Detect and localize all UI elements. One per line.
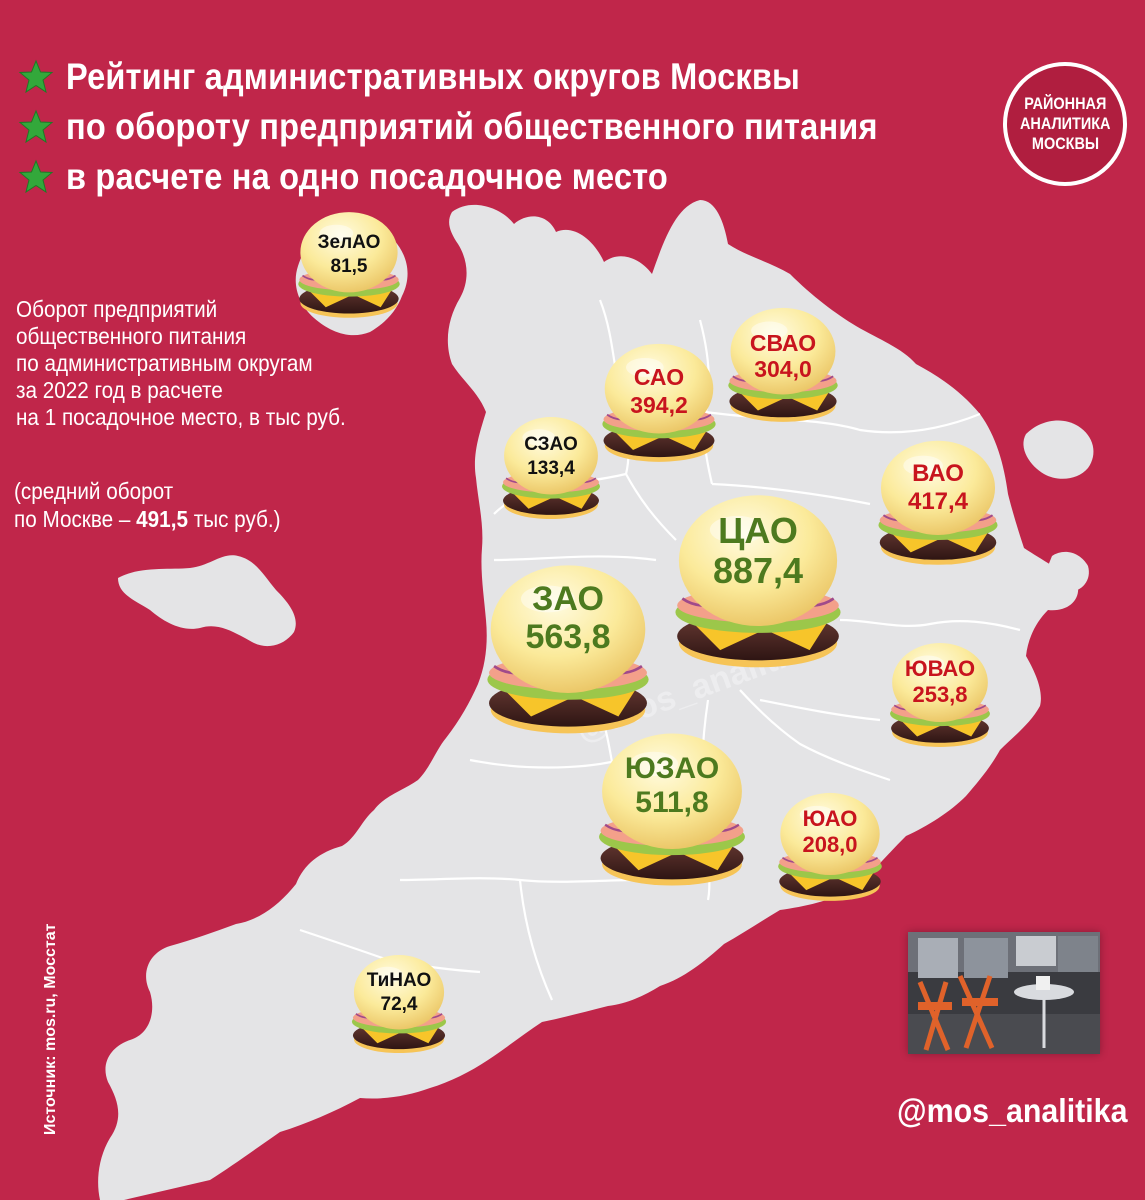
district-name: ЮЗАО [624,752,720,785]
title-line-2: по обороту предприятий общественного пит… [18,102,988,152]
burger-yuvao: ЮВАО 253,8 [888,640,992,752]
district-name: СВАО [749,330,817,356]
district-value: 563,8 [525,618,611,656]
district-value: 253,8 [912,682,968,707]
district-value: 208,0 [802,832,858,857]
district-name: ЮАО [802,806,858,831]
title-line-3: в расчете на одно посадочное место [18,152,988,202]
burger-zelao: ЗелАО 81,5 [296,210,402,322]
district-name: ЗАО [532,580,604,618]
burger-szao: СЗАО 133,4 [500,414,602,524]
district-name: ЮВАО [904,656,976,681]
burger-vao: ВАО 417,4 [876,434,1000,574]
district-value: 887,4 [712,550,804,591]
district-value: 133,4 [527,458,575,479]
average-line-2: по Москве – 491,5 тыс руб.) [14,505,281,533]
green-star-icon [18,159,54,194]
east-enclave-area [1023,420,1094,479]
district-value: 81,5 [330,256,368,277]
district-value: 511,8 [635,786,709,819]
burger-zao: ЗАО 563,8 [484,556,652,746]
average-prefix: по Москве – [14,506,137,532]
description-line: за 2022 год в расчете [16,377,223,403]
description-line: на 1 посадочное место, в тыс руб. [16,404,346,430]
badge-line-1: РАЙОННАЯ [1023,94,1107,113]
average-value: 491,5 [136,506,188,532]
description-line: общественного питания [16,323,247,349]
district-name: ТиНАО [366,970,432,991]
title-text-3: в расчете на одно посадочное место [66,156,668,197]
north-east-blob [1047,551,1089,592]
burger-sao: САО 394,2 [600,340,718,468]
burger-tsao: ЦАО 887,4 [672,490,844,676]
average-line-1: (средний оборот [14,478,174,504]
badge-line-3: МОСКВЫ [1031,134,1099,153]
district-value: 304,0 [754,356,812,382]
west-enclave-area [118,555,296,647]
burger-yuzao: ЮЗАО 511,8 [596,730,748,892]
title-line-1: Рейтинг административных округов Москвы [18,52,988,102]
green-star-icon [18,109,54,144]
district-name: ЦАО [718,510,798,551]
badge-line-2: АНАЛИТИКА [1019,114,1111,133]
title-text-1: Рейтинг административных округов Москвы [66,56,801,97]
district-name: СЗАО [524,434,578,455]
moscow-average-note: (средний оборот по Москве – 491,5 тыс ру… [14,477,281,533]
account-handle[interactable]: @mos_analitika [896,1092,1127,1129]
burger-yuao: ЮАО 208,0 [776,790,884,906]
title-text-2: по обороту предприятий общественного пит… [66,106,878,147]
district-value: 72,4 [380,994,418,1015]
title-block: Рейтинг административных округов Москвы … [18,52,988,202]
district-name: САО [633,364,685,390]
description-line: по административным округам [16,350,313,376]
district-name: ВАО [912,460,964,487]
district-name: ЗелАО [317,232,381,253]
burger-svao: СВАО 304,0 [726,304,840,428]
cafe-photo [908,932,1100,1054]
district-value: 394,2 [630,392,688,418]
district-analytics-badge: РАЙОННАЯ АНАЛИТИКА МОСКВЫ [1003,62,1127,186]
description-line: Оборот предприятий [16,296,218,322]
district-value: 417,4 [907,488,969,515]
green-star-icon [18,59,54,94]
burger-tinao: ТиНАО 72,4 [350,950,448,1060]
source-note: Источник: mos.ru, Мосстат [42,923,59,1135]
description: Оборот предприятий общественного питания… [16,296,346,431]
average-suffix: тыс руб.) [187,506,281,532]
